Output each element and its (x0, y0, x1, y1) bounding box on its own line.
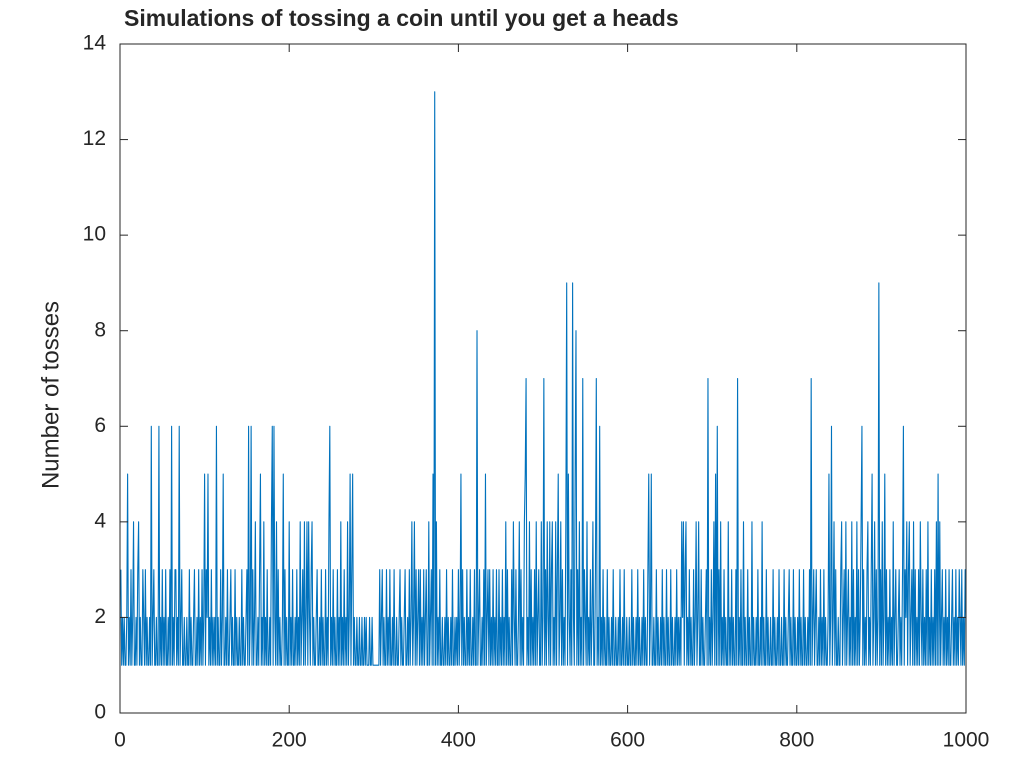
x-tick-label: 800 (779, 729, 814, 752)
y-tick-label: 14 (83, 32, 107, 55)
y-tick-label: 10 (83, 223, 106, 246)
x-tick-label: 400 (441, 729, 476, 752)
y-tick-label: 8 (94, 318, 106, 341)
y-tick-label: 4 (94, 509, 106, 532)
chart-title: Simulations of tossing a coin until you … (124, 5, 679, 31)
y-tick-label: 0 (94, 701, 106, 724)
x-tick-label: 600 (610, 729, 645, 752)
x-tick-label: 200 (272, 729, 307, 752)
data-line (120, 91, 967, 666)
axes-box (119, 43, 967, 714)
x-tick-label: 0 (114, 729, 126, 752)
y-tick-label: 6 (94, 414, 106, 437)
y-axis-label: Number of tosses (37, 301, 64, 489)
x-tick-label: 1000 (943, 729, 990, 752)
y-tick-label: 2 (94, 605, 106, 628)
y-tick-label: 12 (83, 127, 106, 150)
